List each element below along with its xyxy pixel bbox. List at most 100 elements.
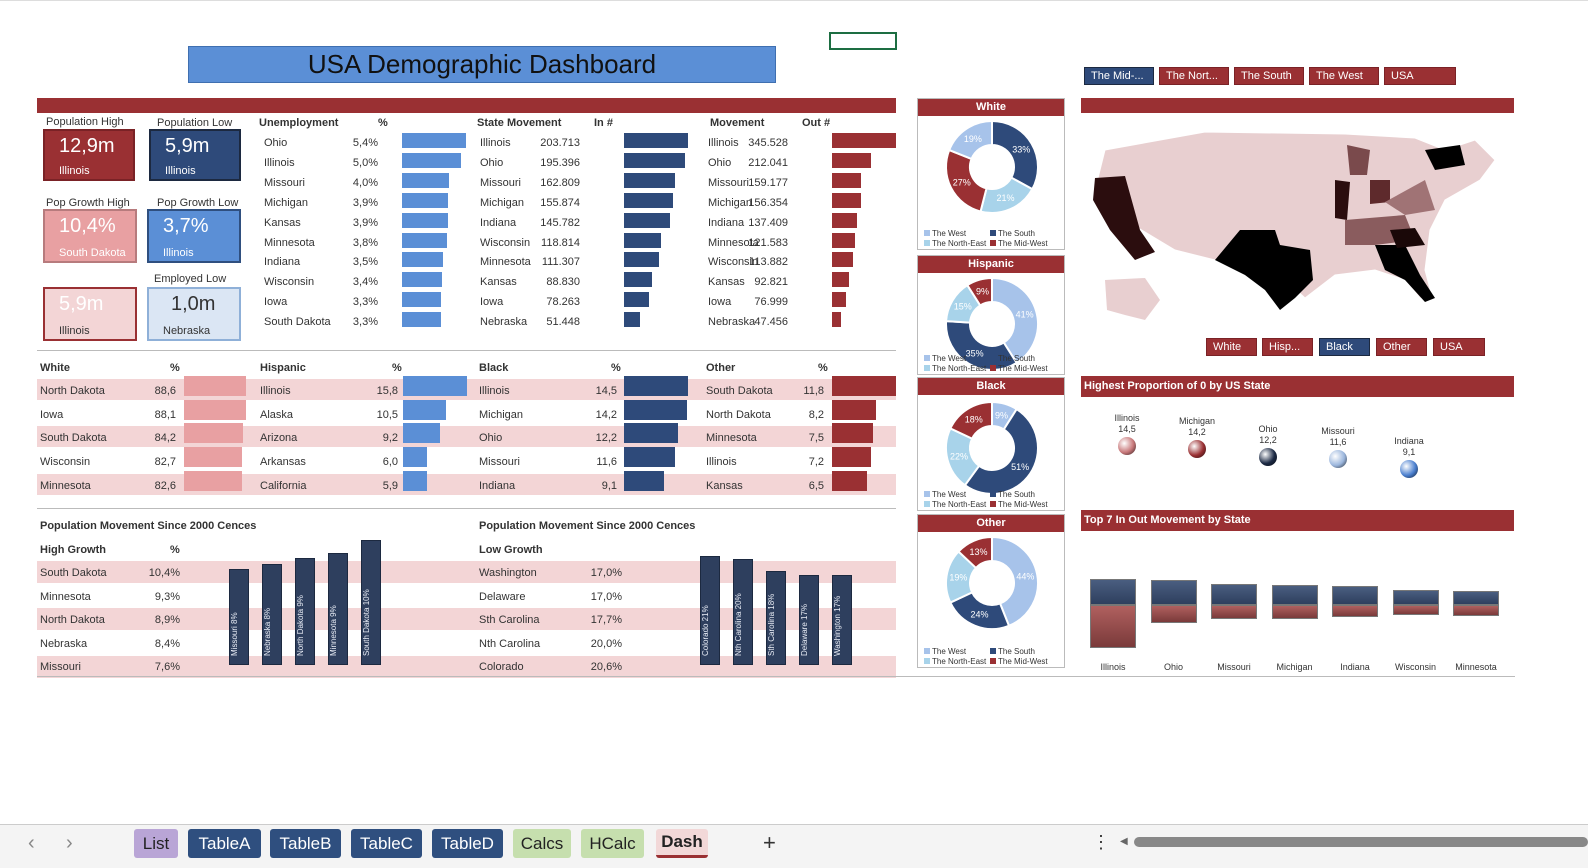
add-sheet-button[interactable]: + [763,830,776,855]
table-row-label: Wisconsin [40,456,91,469]
region-slicer-item[interactable]: USA [1384,67,1456,85]
donut-slice-label: 35% [966,348,984,358]
donut-slice [945,320,1019,371]
map-slicer-item[interactable]: White [1206,338,1257,356]
table-header: Low Growth [479,544,543,556]
sheet-tab-tabled[interactable]: TableD [432,829,503,858]
table-row-label: North Dakota [40,385,105,397]
selected-cell[interactable] [829,32,897,50]
table-row-value: 51.448 [546,316,580,329]
sheet-tab-tablea[interactable]: TableA [188,829,261,858]
table-row-value: 7,5 [808,432,824,445]
region-slicer-item[interactable]: The South [1234,67,1304,85]
table-bar [832,152,872,168]
legend-swatch [990,501,996,507]
table-bar [624,312,641,328]
sheet-tab-list[interactable]: List [134,829,178,858]
legend-swatch [924,230,930,236]
kpi-value: 5,9m [59,293,104,315]
sheet-tab-tableb[interactable]: TableB [270,829,341,858]
table-row-label: Kansas [480,276,517,289]
donut-slice-label: 22% [950,451,968,461]
table-row-value: 76.999 [754,296,788,309]
legend-label: The South [998,490,1035,499]
sheet-tab-calcs[interactable]: Calcs [513,829,571,858]
alaska [1105,278,1160,320]
section-title: Population Movement Since 2000 Cences [479,520,696,532]
kpi-state: Illinois [59,165,90,177]
more-options-icon[interactable]: ⋮ [1092,832,1110,852]
table-row-value: 121.583 [748,236,788,249]
table-row-label: Indiana [264,256,301,269]
x-axis-label: Minnesota [1455,662,1497,672]
scroll-left-icon[interactable]: ◀ [1120,836,1128,847]
growth-bar: Colorado 21% [700,555,720,665]
map-slicer-item[interactable]: Other [1376,338,1427,356]
region-slicer-item[interactable]: The Nort... [1159,67,1229,85]
bubble-chart-header: Highest Proportion of 0 by US State [1081,376,1514,397]
table-row-value: 9,1 [601,479,617,492]
legend-item: The South [990,229,1035,238]
map-slicer-item[interactable]: USA [1433,338,1485,356]
legend-label: The West [932,490,967,499]
legend-label: The North-East [932,239,987,248]
table-header: % [392,362,402,374]
legend-item: The Mid-West [990,364,1048,373]
sheet-tab-tablec[interactable]: TableC [351,829,422,858]
table-row-value: 5,9 [382,479,398,492]
table-header: % [170,362,180,374]
table-row-label: Wisconsin [480,236,531,249]
legend-swatch [990,491,996,497]
table-row-value: 6,5 [808,479,824,492]
x-axis-label: Ohio [1163,662,1183,672]
legend-swatch [990,648,996,654]
table-row-label: Ohio [708,156,732,169]
in-bar [1332,586,1378,605]
table-header: Black [479,362,509,374]
prev-sheet-button[interactable]: ‹ [28,832,35,854]
bubble-label: Missouri [1321,426,1355,436]
kpi-label: Employed Low [154,273,227,285]
map-slicer-item[interactable]: Hisp... [1262,338,1313,356]
table-row-label: Kansas [706,479,743,492]
table-bar [832,192,861,208]
table-header: Hispanic [260,362,306,374]
table-row-label: Missouri [480,176,521,189]
table-bar [832,133,896,148]
region-slicer-item[interactable]: The Mid-... [1084,67,1154,85]
florida [1375,245,1435,302]
kpi-card: 1,0m Nebraska [147,287,241,341]
kpi-value: 5,9m [165,135,210,157]
table-row-label: Iowa [480,296,504,309]
sheet-tab-dash[interactable]: Dash [656,829,708,858]
table-bar [624,423,678,444]
table-bar [402,172,450,188]
out-bar [1453,605,1499,616]
table-row-value: 5,0% [352,156,378,169]
region-slicer-item[interactable]: The West [1309,67,1379,85]
sheet-tab-hcalc[interactable]: HCalc [581,829,644,858]
legend-swatch [924,658,930,664]
next-sheet-button[interactable]: › [66,832,73,854]
legend-label: The North-East [932,364,987,373]
kpi-card: 12,9m Illinois [43,129,135,181]
horizontal-scrollbar[interactable] [1134,837,1588,847]
table-row-label: Ohio [264,137,288,149]
growth-bar-label: Delaware 17% [800,603,809,656]
table-row-label: Wisconsin [264,276,315,289]
ohio [1370,180,1390,204]
table-row-label: Illinois [479,385,510,397]
table-row-value: 92.821 [754,276,788,289]
bubble [1188,440,1206,458]
table-row-label: Minnesota [40,590,91,603]
table-bar [402,212,449,228]
out-bar [1392,605,1439,615]
kpi-card: 10,4% South Dakota [43,209,137,263]
legend-swatch [990,240,996,246]
donut-title: Black [918,378,1064,395]
map-slicer-item[interactable]: Black [1319,338,1370,356]
table-row-value: 162.809 [540,176,580,189]
x-axis-label: Missouri [1217,662,1251,672]
kpi-state: Illinois [163,247,194,259]
legend-label: The North-East [932,657,987,666]
